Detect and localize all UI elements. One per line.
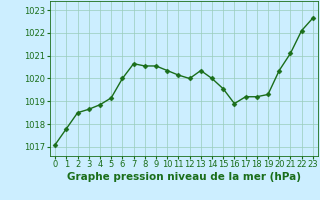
X-axis label: Graphe pression niveau de la mer (hPa): Graphe pression niveau de la mer (hPa) <box>67 172 301 182</box>
